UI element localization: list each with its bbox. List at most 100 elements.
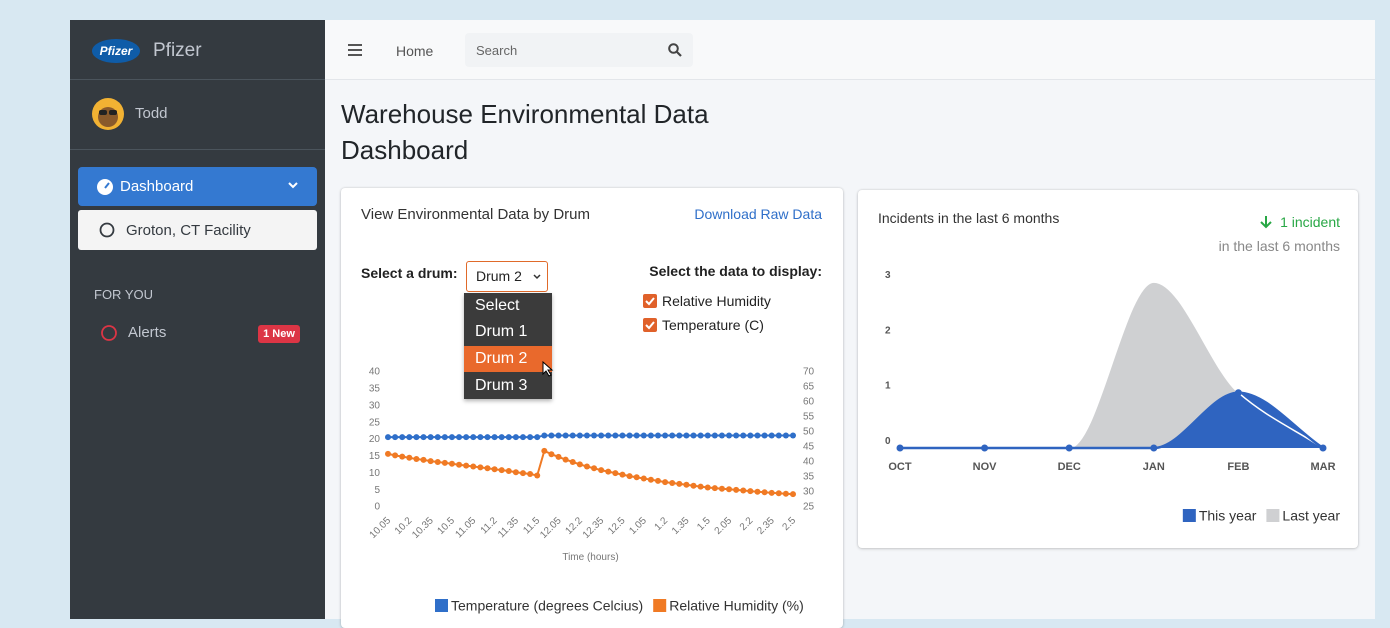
data-point [641, 432, 647, 438]
data-point [527, 471, 533, 477]
data-point [754, 489, 760, 495]
sensor-chart: 05101520253035402530354045505560657010.0… [341, 360, 843, 619]
data-point [477, 434, 483, 440]
menu-dashboard[interactable]: Dashboard [78, 167, 317, 206]
data-point [627, 473, 633, 479]
x-tick-label: 10.35 [410, 515, 436, 541]
data-point [655, 432, 661, 438]
dropdown-option[interactable]: Select [464, 293, 552, 319]
data-point [676, 481, 682, 487]
data-point [563, 457, 569, 463]
summary-caption: in the last 6 months [1219, 238, 1340, 254]
data-point [648, 477, 654, 483]
x-tick-label: 1.2 [653, 515, 671, 533]
data-point [421, 457, 427, 463]
user-name[interactable]: Todd [135, 105, 168, 122]
data-point [584, 464, 590, 470]
checkbox[interactable] [643, 318, 657, 332]
avatar[interactable] [91, 97, 125, 131]
data-point [747, 432, 753, 438]
data-point [534, 473, 540, 479]
checkbox[interactable] [643, 294, 657, 308]
y-tick-label: 5 [374, 485, 380, 496]
data-point [691, 483, 697, 489]
data-point [442, 460, 448, 466]
x-tick-label: OCT [888, 461, 912, 473]
chart-title: Incidents in the last 6 months [878, 210, 1059, 226]
checkbox-label: Relative Humidity [662, 293, 771, 309]
data-point [754, 432, 760, 438]
data-point [399, 454, 405, 460]
x-tick-label: MAR [1310, 461, 1335, 473]
legend-label: Temperature (degrees Celcius) [451, 598, 643, 614]
dropdown-option[interactable]: Drum 1 [464, 319, 552, 345]
x-tick-label: 2.5 [781, 515, 799, 533]
data-point [662, 432, 668, 438]
data-point [570, 432, 576, 438]
user-row: Todd [70, 80, 325, 150]
menu-toggle[interactable] [348, 44, 362, 56]
x-tick-label: 12.05 [538, 515, 564, 541]
data-point [648, 432, 654, 438]
y-tick-label: 0 [374, 502, 380, 513]
data-point [499, 467, 505, 473]
y2-tick-label: 30 [803, 487, 815, 498]
data-point [506, 468, 512, 474]
data-point [1320, 445, 1327, 452]
logo[interactable]: Pfizer [92, 39, 140, 63]
legend-label: This year [1199, 508, 1257, 524]
data-point [776, 490, 782, 496]
data-point [456, 434, 462, 440]
data-point [683, 482, 689, 488]
y-tick-label: 40 [369, 367, 381, 378]
menu-label: Alerts [128, 324, 166, 341]
data-point [790, 491, 796, 497]
menu-facility[interactable]: Groton, CT Facility [78, 210, 317, 250]
summary-value: 1 incident [1280, 214, 1340, 230]
data-label: Select the data to display: [649, 263, 822, 279]
data-point [527, 434, 533, 440]
data-point [605, 432, 611, 438]
data-point [655, 478, 661, 484]
data-point [463, 463, 469, 469]
search-placeholder: Search [476, 43, 517, 58]
x-tick-label: DEC [1058, 461, 1081, 473]
data-point [769, 432, 775, 438]
y2-tick-label: 25 [803, 502, 815, 513]
drum-select[interactable]: Drum 2 [466, 261, 548, 292]
data-point [484, 465, 490, 471]
data-point [577, 461, 583, 467]
y-tick-label: 1 [885, 381, 891, 392]
data-point [719, 486, 725, 492]
brand-text[interactable]: Pfizer [153, 40, 202, 62]
y-tick-label: 25 [369, 417, 381, 428]
panel-title: View Environmental Data by Drum [361, 206, 590, 223]
download-link[interactable]: Download Raw Data [694, 206, 822, 222]
nav-home[interactable]: Home [396, 43, 433, 59]
legend-swatch [1266, 509, 1279, 522]
data-point [428, 458, 434, 464]
data-point [513, 434, 519, 440]
menu-alerts[interactable]: Alerts 1 New [78, 317, 317, 349]
brand-row: Pfizer Pfizer [70, 20, 325, 80]
menu-label: Groton, CT Facility [126, 222, 251, 239]
data-point [769, 490, 775, 496]
data-point [577, 432, 583, 438]
data-point [413, 434, 419, 440]
data-point [548, 451, 554, 457]
dropdown-option[interactable]: Drum 3 [464, 373, 552, 399]
checkbox-label: Temperature (C) [662, 317, 764, 333]
data-point [421, 434, 427, 440]
search-box[interactable]: Search [465, 33, 693, 67]
dropdown-option[interactable]: Drum 2 [464, 346, 552, 372]
data-point [541, 448, 547, 454]
data-point [456, 462, 462, 468]
data-point [406, 455, 412, 461]
data-point [612, 432, 618, 438]
dashboard-icon [96, 178, 114, 196]
page: Pfizer Pfizer Todd Dashboard Groton, CT … [0, 0, 1390, 619]
data-point [897, 445, 904, 452]
data-point [428, 434, 434, 440]
x-tick-label: FEB [1227, 461, 1249, 473]
data-point [548, 432, 554, 438]
